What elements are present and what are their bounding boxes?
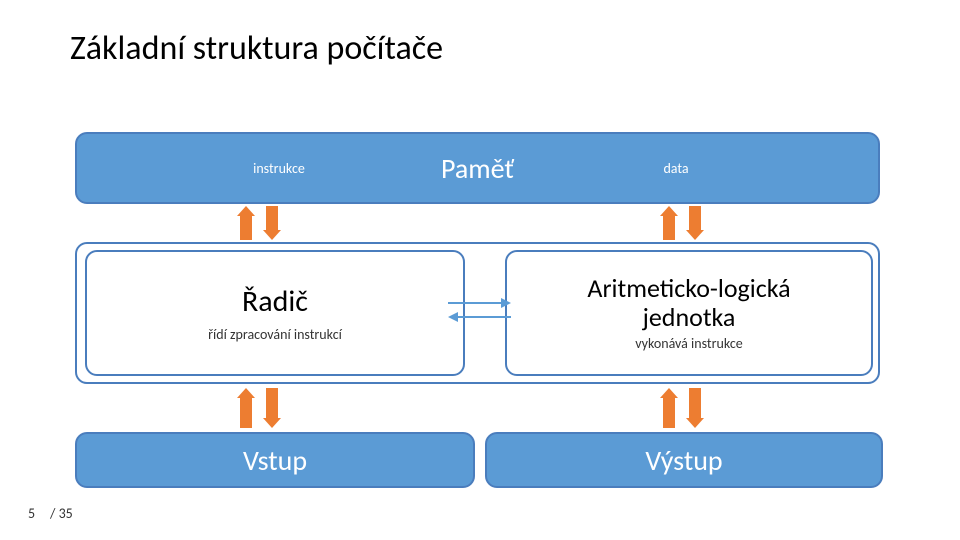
arrows-alu-output [658,388,706,428]
input-box: Vstup [75,432,475,488]
memory-caption-left: instrukce [117,160,441,177]
input-label: Vstup [243,443,307,478]
output-label: Výstup [645,443,722,478]
arrows-memory-controller [235,206,283,240]
memory-box: instrukce Paměť data [75,132,880,204]
controller-label: Řadič [242,283,308,320]
alu-label-line2: jednotka [643,303,736,332]
page-total: / 35 [50,505,73,522]
alu-box: Aritmeticko-logická jednotka vykonává in… [505,250,873,376]
controller-sub: řídí zpracování instrukcí [208,326,342,343]
arrows-controller-input [235,388,283,428]
slide-title: Základní struktura počítače [70,28,443,69]
alu-sub: vykonává instrukce [635,335,743,352]
memory-label: Paměť [441,151,514,186]
controller-box: Řadič řídí zpracování instrukcí [85,250,465,376]
arrows-controller-alu [448,300,518,324]
page-number: 5 [28,505,35,522]
alu-label-line1: Aritmeticko-logická [587,274,790,303]
memory-caption-right: data [514,160,838,177]
arrows-memory-alu [658,206,706,240]
output-box: Výstup [485,432,883,488]
